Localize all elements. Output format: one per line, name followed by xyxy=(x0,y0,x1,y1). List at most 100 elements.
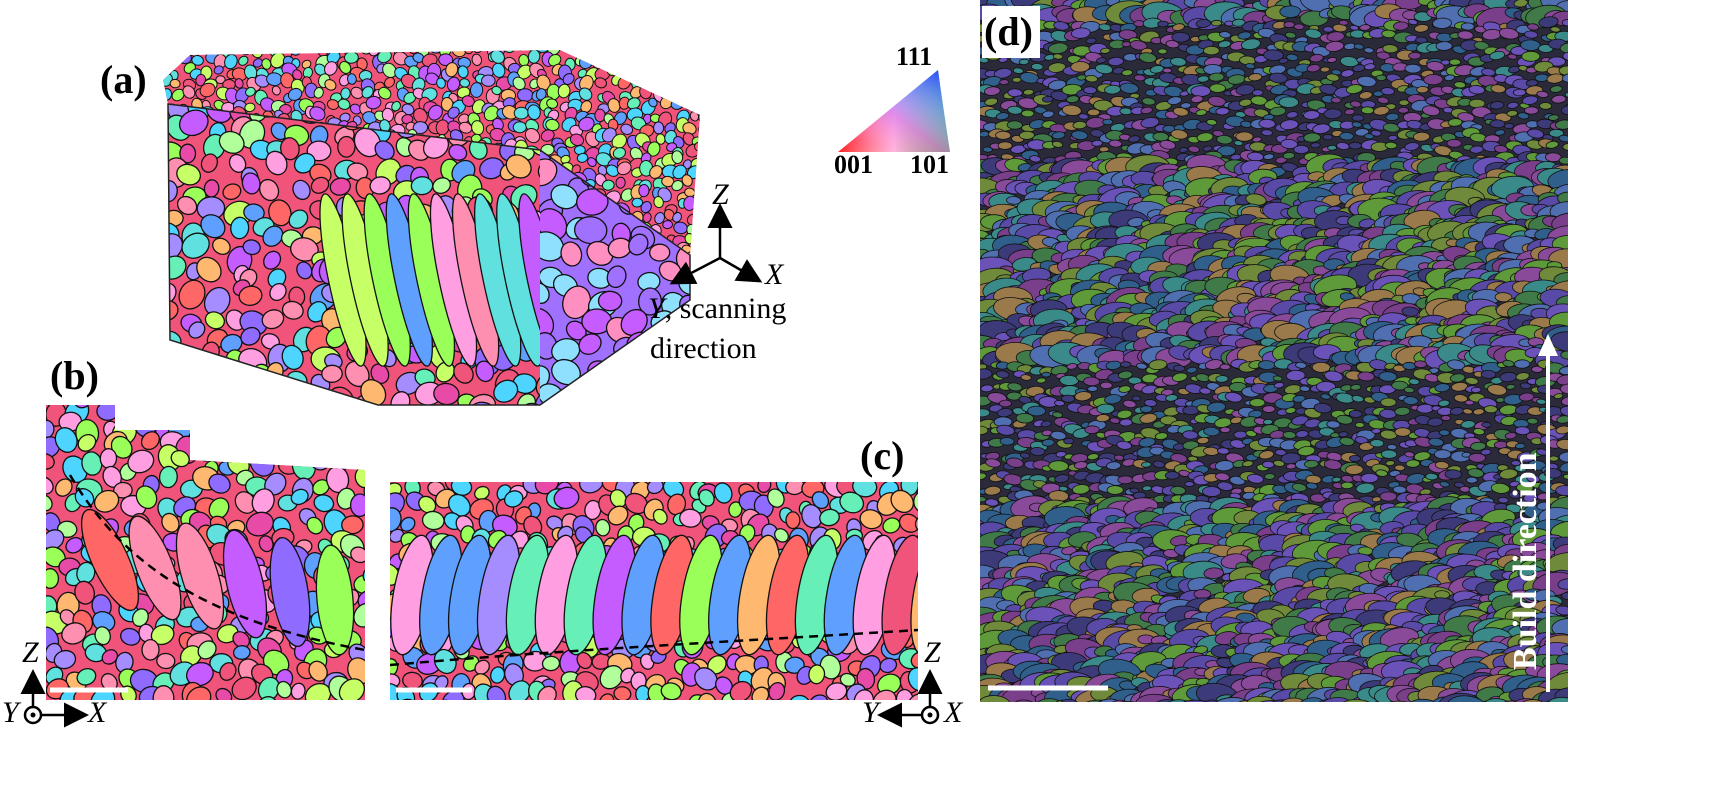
grain xyxy=(309,106,326,121)
grain xyxy=(839,672,856,687)
grain xyxy=(267,268,287,289)
grain xyxy=(605,164,619,177)
grain xyxy=(606,265,627,289)
grain xyxy=(1480,369,1497,379)
grain xyxy=(374,140,395,161)
grain xyxy=(468,401,497,405)
grain xyxy=(128,515,182,621)
grain xyxy=(597,290,623,312)
grain xyxy=(1561,105,1568,116)
grain xyxy=(362,111,377,125)
grain xyxy=(179,143,197,164)
grain xyxy=(150,624,175,646)
triad-b-arrows xyxy=(20,669,89,728)
grain xyxy=(562,73,575,85)
grain xyxy=(240,326,261,346)
grain xyxy=(276,680,292,699)
grain xyxy=(263,250,282,270)
grain xyxy=(361,86,374,99)
grain xyxy=(1233,430,1248,439)
grain xyxy=(852,482,878,498)
grain xyxy=(321,364,343,383)
grain xyxy=(313,494,335,513)
grain xyxy=(1211,19,1223,27)
grain xyxy=(757,482,772,494)
ipf-label-001: 001 xyxy=(834,150,873,179)
grain xyxy=(1539,102,1553,110)
grain xyxy=(540,129,555,142)
grain xyxy=(825,682,848,700)
grain xyxy=(490,666,506,684)
grain xyxy=(508,680,531,700)
grain xyxy=(1087,108,1101,117)
grain xyxy=(242,239,261,256)
grain xyxy=(1369,439,1385,448)
grain xyxy=(158,465,178,489)
grain xyxy=(1235,131,1254,142)
grain xyxy=(1470,386,1482,394)
grain xyxy=(789,694,811,700)
grain xyxy=(1215,375,1229,383)
grain xyxy=(1264,473,1276,480)
grain xyxy=(1015,412,1035,424)
grain xyxy=(324,79,337,91)
grain xyxy=(910,651,918,670)
panel-c-label: (c) xyxy=(860,433,905,478)
grain xyxy=(127,449,155,474)
grain xyxy=(1299,385,1311,392)
grain xyxy=(168,282,177,305)
grain xyxy=(46,453,55,470)
grain xyxy=(616,161,632,176)
grain xyxy=(784,656,805,674)
grain xyxy=(1141,461,1152,468)
grain xyxy=(188,321,206,339)
grain xyxy=(689,111,700,122)
grain xyxy=(1354,422,1365,428)
grain xyxy=(648,97,658,108)
grain xyxy=(475,360,495,383)
grain xyxy=(347,657,365,685)
grain xyxy=(578,333,602,355)
grain xyxy=(681,174,693,187)
grain xyxy=(1385,460,1396,467)
grain xyxy=(1357,371,1375,382)
grain xyxy=(232,645,251,660)
grain xyxy=(698,110,700,123)
grain xyxy=(101,649,119,665)
grain xyxy=(370,363,390,385)
grain xyxy=(535,371,540,399)
grain xyxy=(120,627,141,646)
grain xyxy=(1460,22,1475,31)
grain xyxy=(427,104,443,121)
grain xyxy=(169,78,181,89)
grain xyxy=(271,85,281,96)
grain xyxy=(1514,359,1531,369)
grain xyxy=(474,659,490,675)
grain xyxy=(1261,129,1273,137)
grain xyxy=(1203,45,1220,56)
grain xyxy=(222,183,242,201)
grain xyxy=(261,309,285,330)
grain xyxy=(1139,405,1153,413)
grain xyxy=(1403,386,1415,394)
grain xyxy=(1117,475,1134,485)
grain xyxy=(390,528,405,543)
grain xyxy=(713,482,733,504)
grain xyxy=(1036,377,1047,384)
grain xyxy=(218,130,245,154)
grain xyxy=(914,512,918,534)
grain xyxy=(1042,95,1054,103)
grain xyxy=(534,391,540,405)
grain xyxy=(493,379,519,403)
grain xyxy=(161,512,180,533)
grain xyxy=(615,176,626,189)
grain xyxy=(1468,98,1486,109)
grain xyxy=(1385,112,1400,121)
grain xyxy=(268,199,292,227)
grain xyxy=(660,682,682,700)
grain xyxy=(671,150,684,164)
grain xyxy=(1102,118,1114,126)
grain xyxy=(152,685,175,700)
triad-3d-y-label: Y, scanning xyxy=(648,292,786,326)
grain xyxy=(232,631,251,649)
